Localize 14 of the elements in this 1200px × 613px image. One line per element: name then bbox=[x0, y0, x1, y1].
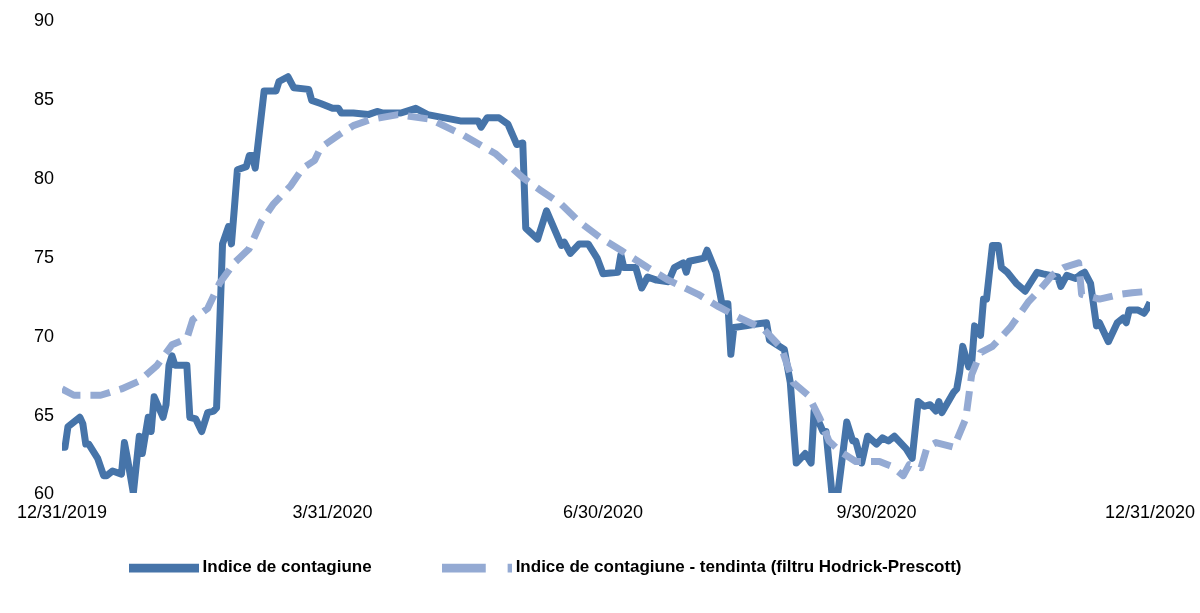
y-tick-label: 80 bbox=[33, 168, 54, 189]
y-tick-label: 65 bbox=[33, 404, 54, 425]
y-tick-label: 70 bbox=[33, 325, 54, 346]
x-tick-label: 3/31/2020 bbox=[292, 501, 373, 522]
legend-label: Indice de contagiune bbox=[202, 557, 372, 577]
y-tick-label: 60 bbox=[33, 483, 54, 504]
x-tick-label: 9/30/2020 bbox=[836, 501, 917, 522]
x-tick-label: 12/31/2019 bbox=[16, 501, 108, 522]
x-tick-label: 12/31/2020 bbox=[1104, 501, 1196, 522]
x-tick-label: 6/30/2020 bbox=[562, 501, 644, 522]
y-tick-label: 75 bbox=[33, 246, 54, 267]
y-tick-label: 85 bbox=[33, 89, 54, 110]
y-tick-label: 90 bbox=[33, 10, 54, 31]
legend-label: Indice de contagiune - tendinta (filtru Hodrick-Prescott) bbox=[515, 557, 962, 577]
